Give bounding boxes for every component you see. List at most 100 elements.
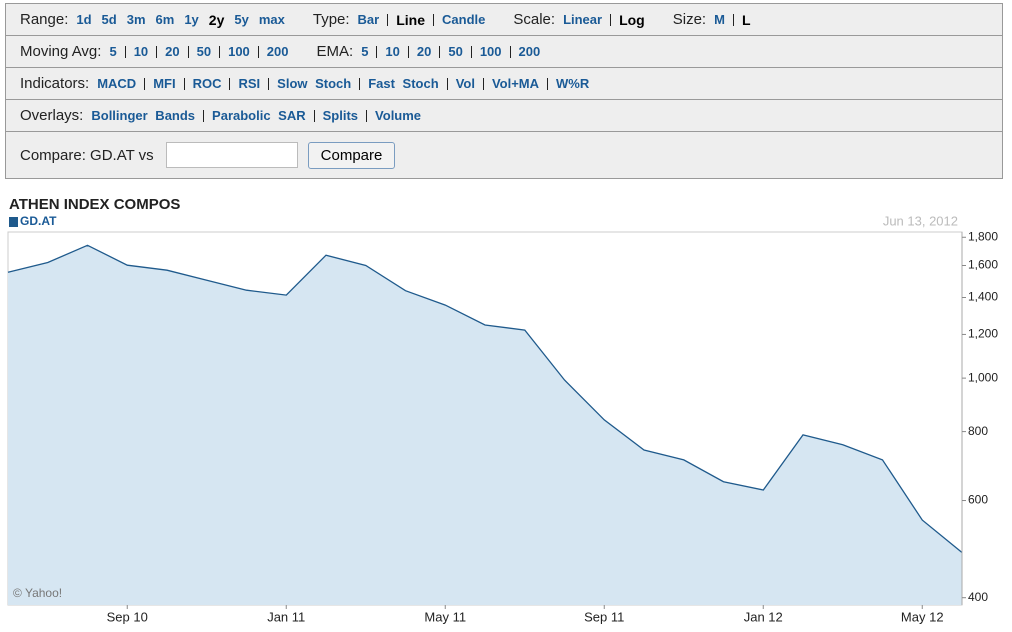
option-link[interactable]: Slow Stoch — [277, 76, 352, 91]
y-tick-label: 400 — [968, 590, 988, 604]
separator — [257, 45, 259, 58]
control-group: Overlays: Bollinger Bands Parabolic SAR Spl… — [20, 107, 421, 124]
x-tick-label: May 12 — [901, 609, 944, 624]
group-label: Overlays: — [20, 107, 84, 124]
x-tick-label: Jan 11 — [267, 609, 305, 624]
compare-input[interactable] — [165, 142, 298, 168]
option-link[interactable]: 1y — [184, 12, 199, 27]
option-link[interactable]: 5d — [101, 12, 117, 27]
option-link[interactable]: 100 — [228, 44, 250, 59]
separator — [547, 77, 549, 90]
control-row: Range: 1d 5d 3m 6m 1y 2y 5y max Type: Bar Line Candl… — [6, 4, 1002, 36]
separator — [359, 77, 361, 90]
plot-area — [7, 231, 963, 606]
option-link[interactable]: L — [741, 11, 751, 28]
control-row: Moving Avg: 5 10 20 50 100 200 EMA: 5 10 20 50 100 20… — [6, 36, 1002, 68]
separator — [482, 77, 484, 90]
separator — [376, 45, 378, 58]
compare-button[interactable]: Compare — [307, 141, 396, 169]
option-link[interactable]: W%R — [556, 76, 590, 91]
option-link[interactable]: MACD — [97, 76, 137, 91]
separator — [203, 109, 205, 122]
option-link[interactable]: Bollinger Bands — [91, 108, 196, 123]
legend-entry: GD.AT — [20, 214, 57, 228]
option-link[interactable]: 5 — [361, 44, 369, 59]
option-link[interactable]: 5 — [109, 44, 117, 59]
legend-swatch — [9, 217, 18, 227]
compare-row: Compare: GD.AT vs Compare — [6, 132, 1002, 178]
line — [7, 244, 963, 554]
date-label: Jun 13, 2012 — [883, 213, 958, 228]
option-link[interactable]: 200 — [518, 44, 541, 59]
x-tick-label: Sep 10 — [107, 609, 148, 624]
option-link[interactable]: Parabolic SAR — [212, 108, 306, 123]
control-rows: Range: 1d 5d 3m 6m 1y 2y 5y max Type: Bar Line Candl… — [6, 4, 1002, 132]
option-link[interactable]: Vol — [455, 76, 475, 91]
group-label: Indicators: — [20, 75, 90, 92]
chart-controls: Range: 1d 5d 3m 6m 1y 2y 5y max Type: Bar Line Candl… — [5, 3, 1003, 179]
option-link[interactable]: 50 — [448, 44, 463, 59]
option-link[interactable]: RSI — [238, 76, 261, 91]
option-link[interactable]: Linear — [563, 12, 603, 27]
option-link[interactable]: Bar — [357, 12, 380, 27]
separator — [124, 45, 126, 58]
option-link[interactable]: Candle — [442, 12, 486, 27]
option-link[interactable]: 100 — [479, 44, 502, 59]
group-label: EMA: — [316, 43, 354, 60]
group-label: Type: — [312, 11, 350, 28]
option-link[interactable]: 3m — [126, 12, 146, 27]
area — [8, 245, 962, 606]
option-link[interactable]: 5y — [234, 12, 249, 27]
x-tick-label: Jan 12 — [744, 609, 783, 624]
separator — [183, 77, 185, 90]
option-link[interactable]: M — [714, 12, 725, 27]
control-group: Range: 1d 5d 3m 6m 1y 2y 5y max — [20, 11, 285, 28]
y-tick-label: 1,800 — [968, 229, 998, 243]
control-group: Type: Bar Line Candle — [313, 11, 486, 28]
separator — [732, 13, 734, 26]
separator — [313, 109, 315, 122]
option-link[interactable]: 10 — [385, 44, 400, 59]
control-group: Scale: Linear Log — [513, 11, 644, 28]
separator — [156, 45, 158, 58]
y-tick-label: 1,200 — [968, 327, 998, 341]
option-link[interactable]: Log — [619, 11, 645, 28]
separator — [144, 77, 146, 90]
option-link[interactable]: 10 — [133, 44, 149, 59]
compare-label: Compare: GD.AT vs — [20, 146, 154, 164]
y-tick-label: 800 — [968, 424, 988, 438]
separator — [439, 45, 441, 58]
separator — [407, 45, 409, 58]
credit: © Yahoo! — [13, 586, 62, 600]
option-link[interactable]: Splits — [322, 108, 359, 123]
option-link[interactable]: Line — [396, 11, 426, 28]
option-link[interactable]: 1d — [76, 12, 92, 27]
option-link[interactable]: 200 — [266, 44, 289, 59]
control-group: EMA: 5 10 20 50 100 200 — [317, 43, 541, 60]
group-label: Range: — [20, 11, 69, 28]
y-tick-label: 600 — [968, 493, 988, 507]
chart-title: ATHEN INDEX COMPOS — [9, 196, 180, 213]
option-link[interactable]: Fast Stoch — [368, 76, 439, 91]
x-tick-label: May 11 — [424, 609, 466, 624]
separator — [509, 45, 511, 58]
separator — [268, 77, 270, 90]
separator — [229, 77, 231, 90]
option-link[interactable]: Vol+MA — [491, 76, 540, 91]
option-link[interactable]: ROC — [192, 76, 222, 91]
option-link[interactable]: Volume — [375, 108, 422, 123]
option-link[interactable]: 50 — [196, 44, 212, 59]
group-label: Moving Avg: — [20, 43, 102, 60]
y-tick-label: 1,600 — [968, 258, 998, 272]
separator — [470, 45, 472, 58]
option-link[interactable]: 6m — [155, 12, 175, 27]
option-link[interactable]: MFI — [153, 76, 176, 91]
control-group: Indicators: MACD MFI ROC RSI Slow Stoch Fast S… — [20, 75, 589, 92]
option-link[interactable]: 2y — [208, 11, 225, 28]
group-label: Size: — [672, 11, 707, 28]
separator — [187, 45, 189, 58]
option-link[interactable]: 20 — [165, 44, 180, 59]
option-link[interactable]: 20 — [416, 44, 432, 59]
option-link[interactable]: max — [258, 12, 285, 27]
separator — [219, 45, 221, 58]
